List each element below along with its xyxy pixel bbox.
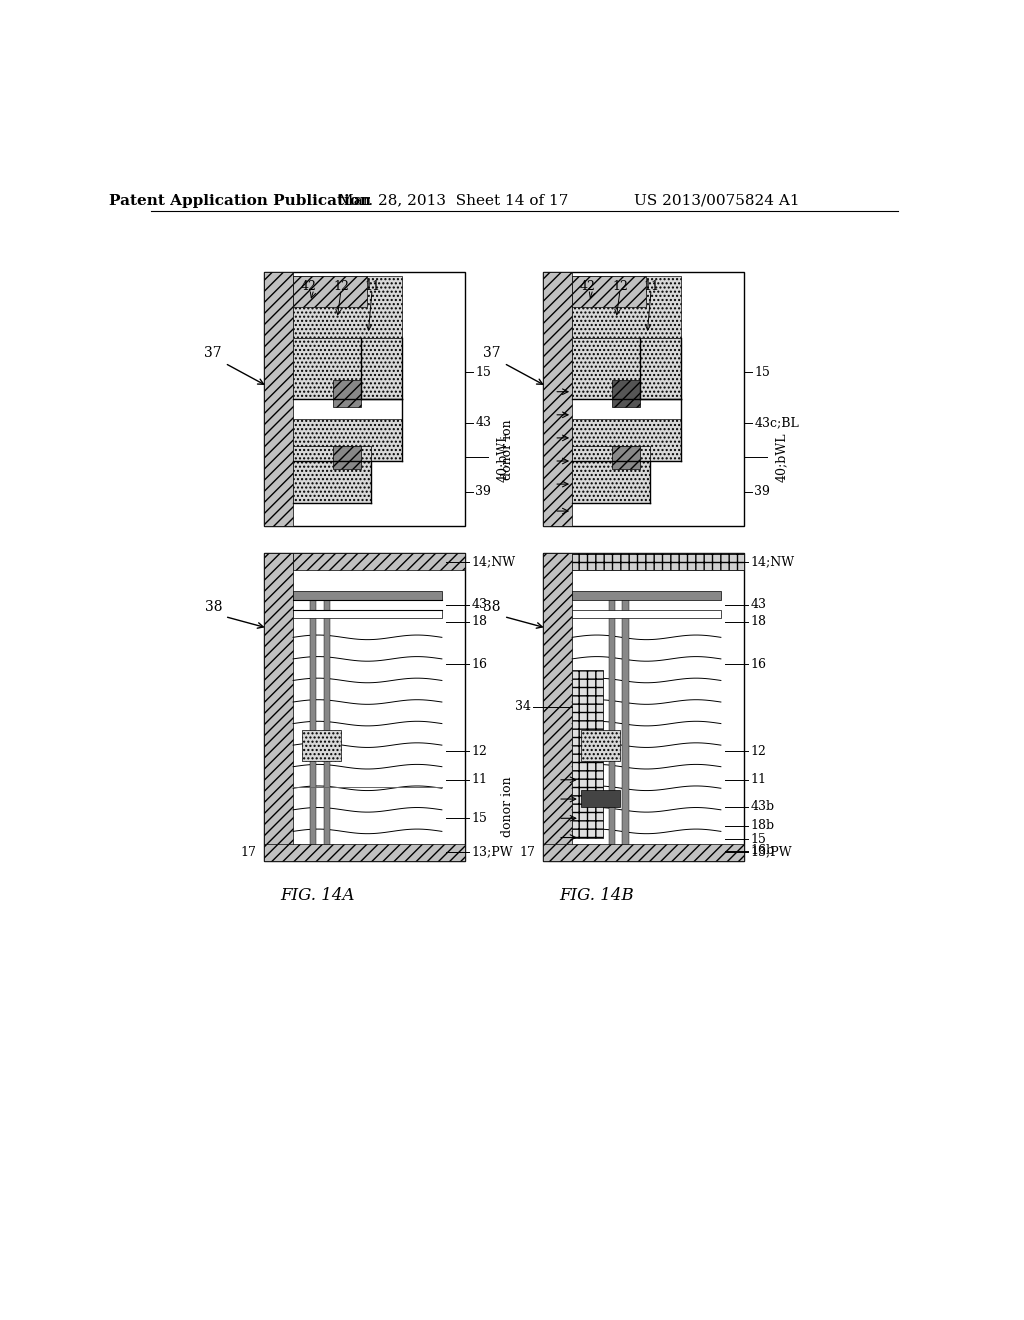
Text: 43: 43 bbox=[751, 598, 766, 611]
Bar bbox=[572, 418, 681, 461]
Text: 18: 18 bbox=[471, 615, 487, 628]
Text: FIG. 14A: FIG. 14A bbox=[281, 887, 355, 904]
Bar bbox=[623, 593, 629, 861]
Text: donor ion: donor ion bbox=[502, 420, 514, 479]
Bar bbox=[612, 446, 640, 469]
Text: 14;NW: 14;NW bbox=[751, 556, 795, 569]
Text: 15: 15 bbox=[755, 366, 770, 379]
Bar bbox=[293, 276, 367, 308]
Text: 15: 15 bbox=[475, 366, 492, 379]
Bar bbox=[263, 272, 293, 527]
Bar bbox=[572, 276, 646, 308]
Bar bbox=[310, 593, 316, 861]
Bar bbox=[543, 553, 744, 861]
Text: 15: 15 bbox=[751, 833, 766, 846]
Text: Mar. 28, 2013  Sheet 14 of 17: Mar. 28, 2013 Sheet 14 of 17 bbox=[338, 194, 568, 207]
Bar bbox=[334, 446, 360, 469]
Bar bbox=[543, 553, 572, 861]
Text: 13;PW: 13;PW bbox=[471, 846, 513, 859]
Bar bbox=[572, 610, 721, 618]
Text: 15: 15 bbox=[471, 812, 487, 825]
Text: 37: 37 bbox=[205, 346, 222, 360]
Bar bbox=[608, 593, 614, 861]
Bar bbox=[293, 591, 442, 601]
Bar bbox=[293, 338, 401, 400]
Text: Patent Application Publication: Patent Application Publication bbox=[110, 194, 372, 207]
Bar bbox=[612, 380, 640, 407]
Text: 16b: 16b bbox=[751, 843, 774, 857]
Text: 13;PW: 13;PW bbox=[751, 846, 792, 859]
Text: 39: 39 bbox=[475, 486, 492, 499]
Bar bbox=[543, 272, 572, 527]
Text: 43b: 43b bbox=[751, 800, 774, 813]
Bar bbox=[572, 276, 681, 338]
Bar bbox=[293, 610, 442, 618]
Text: 42: 42 bbox=[301, 280, 316, 293]
Bar bbox=[582, 730, 621, 760]
Bar bbox=[324, 593, 331, 861]
Text: 43: 43 bbox=[475, 416, 492, 429]
Text: 40;bWL: 40;bWL bbox=[496, 433, 509, 482]
Text: 43: 43 bbox=[471, 598, 487, 611]
Text: 18: 18 bbox=[751, 615, 766, 628]
Bar bbox=[572, 591, 721, 601]
Text: 12: 12 bbox=[612, 280, 628, 293]
Text: 17: 17 bbox=[519, 846, 535, 859]
Text: 18b: 18b bbox=[751, 820, 774, 833]
Text: 12: 12 bbox=[471, 744, 487, 758]
Text: 12: 12 bbox=[751, 744, 766, 758]
Text: 16: 16 bbox=[751, 657, 766, 671]
Text: 38: 38 bbox=[483, 599, 501, 614]
Text: US 2013/0075824 A1: US 2013/0075824 A1 bbox=[634, 194, 800, 207]
Text: 11: 11 bbox=[471, 774, 487, 787]
Bar bbox=[572, 338, 681, 400]
Bar bbox=[293, 553, 465, 570]
Text: 43c;BL: 43c;BL bbox=[755, 416, 799, 429]
Text: 42: 42 bbox=[580, 280, 596, 293]
Bar bbox=[263, 553, 293, 861]
Bar bbox=[572, 446, 649, 503]
Bar bbox=[263, 272, 465, 527]
Bar bbox=[263, 553, 465, 861]
Bar bbox=[543, 272, 744, 527]
Text: 11: 11 bbox=[643, 280, 659, 293]
Text: 34: 34 bbox=[515, 700, 531, 713]
Text: 37: 37 bbox=[483, 346, 501, 360]
Text: 40;bWL: 40;bWL bbox=[775, 433, 787, 482]
Bar bbox=[293, 418, 401, 461]
Text: 17: 17 bbox=[240, 846, 256, 859]
Text: donor ion: donor ion bbox=[502, 776, 514, 837]
Text: FIG. 14B: FIG. 14B bbox=[559, 887, 634, 904]
Bar bbox=[263, 843, 465, 861]
Bar bbox=[293, 338, 401, 339]
Bar bbox=[302, 730, 341, 760]
Text: 39: 39 bbox=[755, 486, 770, 499]
Bar bbox=[572, 669, 603, 838]
Bar bbox=[572, 553, 744, 570]
Text: 38: 38 bbox=[205, 599, 222, 614]
Text: 12: 12 bbox=[333, 280, 349, 293]
Bar bbox=[334, 380, 360, 407]
Bar bbox=[293, 276, 401, 338]
Bar bbox=[582, 789, 621, 807]
Bar bbox=[293, 446, 371, 503]
Bar bbox=[543, 843, 744, 861]
Text: 14;NW: 14;NW bbox=[471, 556, 515, 569]
Bar bbox=[572, 338, 681, 339]
Text: 11: 11 bbox=[365, 280, 380, 293]
Text: 16: 16 bbox=[471, 657, 487, 671]
Text: 11: 11 bbox=[751, 774, 766, 787]
